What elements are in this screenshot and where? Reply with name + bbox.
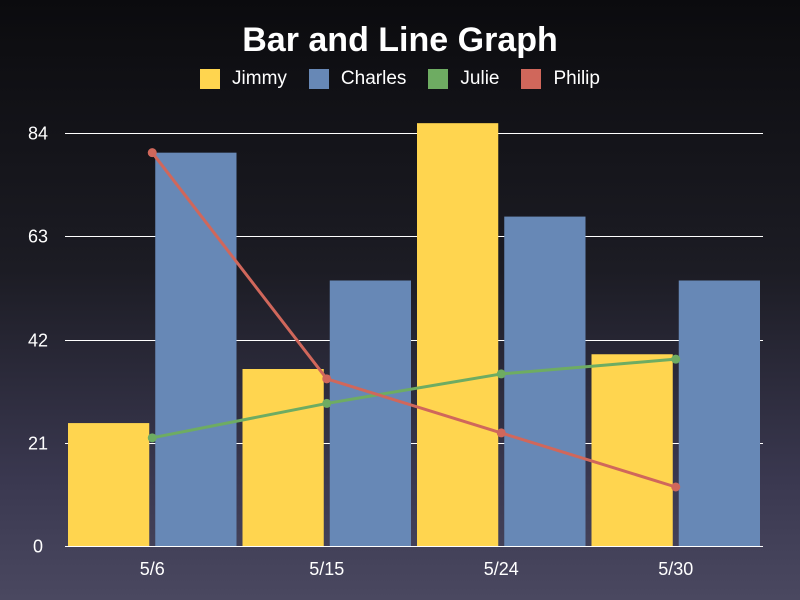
chart-title: Bar and Line Graph: [242, 21, 558, 59]
x-tick-label: 5/6: [140, 559, 165, 579]
legend-label-charles: Charles: [340, 68, 407, 89]
bar-jimmy: [591, 354, 673, 546]
legend-swatch-julie: [428, 69, 449, 89]
point-julie: [496, 369, 506, 379]
y-tick-label: 21: [28, 434, 48, 454]
legend: Jimmy Charles Julie Philip: [0, 68, 800, 90]
x-tick-label: 5/24: [484, 559, 519, 579]
point-philip: [322, 374, 332, 384]
legend-swatch-philip: [521, 69, 542, 89]
bar-charles: [329, 280, 411, 546]
point-julie: [322, 398, 332, 408]
bar-charles: [678, 280, 760, 546]
y-tick-label: 0: [33, 537, 43, 557]
legend-item-charles[interactable]: Charles: [308, 68, 407, 90]
line-layer: [147, 148, 681, 492]
legend-label-jimmy: Jimmy: [232, 68, 287, 89]
x-tick-label: 5/30: [658, 559, 693, 579]
y-tick-label: 84: [28, 124, 48, 144]
bar-layer: [68, 123, 760, 547]
line-julie: [151, 357, 676, 440]
legend-item-julie[interactable]: Julie: [428, 68, 499, 90]
legend-label-julie: Julie: [460, 68, 500, 89]
bar-charles: [504, 216, 586, 547]
legend-item-jimmy[interactable]: Jimmy: [200, 68, 287, 90]
y-tick-label: 42: [28, 331, 48, 351]
point-philip: [496, 428, 506, 438]
y-tick-label: 63: [28, 227, 48, 247]
point-philip: [671, 482, 681, 492]
bar-jimmy: [68, 423, 150, 546]
point-julie: [147, 433, 157, 443]
legend-label-philip: Philip: [553, 68, 600, 89]
bar-charles: [155, 152, 237, 546]
legend-swatch-jimmy: [200, 69, 221, 89]
axis-layer: 0 21 42 63 84 5/6 5/15 5/24 5/30: [28, 124, 693, 580]
legend-swatch-charles: [308, 69, 329, 89]
bar-jimmy: [417, 123, 499, 547]
legend-item-philip[interactable]: Philip: [521, 68, 600, 90]
point-julie: [671, 354, 681, 364]
bar-jimmy: [242, 369, 324, 546]
line-philip: [151, 151, 677, 489]
x-tick-label: 5/15: [309, 559, 344, 579]
point-philip: [147, 148, 157, 158]
